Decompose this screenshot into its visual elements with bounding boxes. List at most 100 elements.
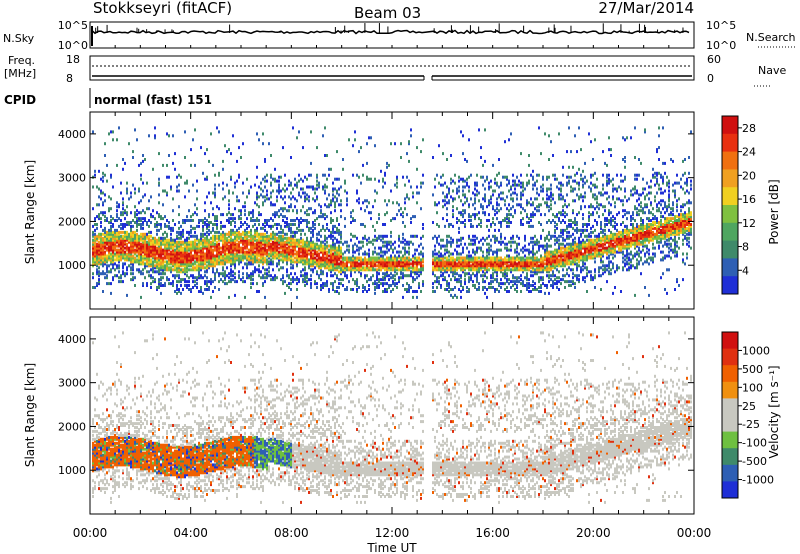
echo-cell xyxy=(258,234,260,238)
echo-cell xyxy=(414,258,416,262)
echo-cell xyxy=(460,213,462,217)
echo-cell xyxy=(294,230,296,234)
echo-cell xyxy=(338,291,340,295)
echo-cell xyxy=(498,185,500,189)
echo-cell xyxy=(278,215,280,219)
echo-cell xyxy=(176,254,178,258)
echo-cell xyxy=(224,238,226,242)
echo-cell xyxy=(316,246,318,250)
echo-cell xyxy=(400,272,402,276)
echo-cell xyxy=(116,248,118,252)
echo-cell xyxy=(444,262,446,266)
echo-cell xyxy=(226,246,228,250)
echo-cell xyxy=(330,262,332,266)
echo-cell xyxy=(326,264,328,268)
echo-cell xyxy=(374,250,376,254)
echo-cell xyxy=(182,250,184,254)
echo-cell xyxy=(264,232,266,236)
echo-cell xyxy=(468,242,470,246)
echo-cell xyxy=(476,288,478,291)
echo-cell xyxy=(436,203,438,207)
echo-cell xyxy=(118,217,120,221)
echo-cell xyxy=(420,242,422,246)
echo-cell xyxy=(314,242,316,246)
echo-cell xyxy=(148,250,150,254)
echo-cell xyxy=(418,191,420,195)
echo-cell xyxy=(130,240,132,244)
echo-cell xyxy=(460,211,462,215)
echo-cell xyxy=(278,262,280,266)
echo-cell xyxy=(104,254,106,258)
echo-cell xyxy=(132,219,134,222)
echo-cell xyxy=(192,258,194,262)
echo-cell xyxy=(372,250,374,254)
echo-cell xyxy=(220,213,222,217)
echo-cell xyxy=(200,256,202,260)
echo-cell xyxy=(302,219,304,222)
echo-cell xyxy=(178,262,180,266)
echo-cell xyxy=(298,280,300,284)
echo-cell xyxy=(336,254,338,258)
echo-cell xyxy=(220,278,222,282)
echo-cell xyxy=(216,250,218,254)
echo-cell xyxy=(472,203,474,207)
echo-cell xyxy=(490,248,492,252)
echo-cell xyxy=(312,240,314,244)
echo-cell xyxy=(440,246,442,250)
echo-cell xyxy=(348,250,350,254)
echo-cell xyxy=(336,197,338,201)
echo-cell xyxy=(132,150,134,154)
echo-cell xyxy=(124,238,126,242)
echo-cell xyxy=(268,244,270,248)
echo-cell xyxy=(204,282,206,286)
echo-cell xyxy=(154,224,156,228)
echo-cell xyxy=(486,250,488,254)
echo-cell xyxy=(280,207,282,211)
echo-cell xyxy=(266,219,268,222)
echo-cell xyxy=(396,213,398,217)
echo-cell xyxy=(284,246,286,250)
echo-cell xyxy=(268,238,270,242)
echo-cell xyxy=(140,177,142,181)
echo-cell xyxy=(152,246,154,250)
echo-cell xyxy=(474,197,476,201)
echo-cell xyxy=(458,274,460,278)
echo-cell xyxy=(520,274,522,278)
echo-cell xyxy=(378,268,380,272)
echo-cell xyxy=(328,203,330,207)
echo-cell xyxy=(514,181,516,185)
echo-cell xyxy=(490,201,492,205)
echo-cell xyxy=(324,258,326,262)
echo-cell xyxy=(374,228,376,232)
echo-cell xyxy=(456,252,458,256)
echo-cell xyxy=(114,244,116,248)
echo-cell xyxy=(322,215,324,219)
echo-cell xyxy=(308,260,310,264)
echo-cell xyxy=(132,264,134,268)
echo-cell xyxy=(192,244,194,248)
echo-cell xyxy=(134,252,136,256)
echo-cell xyxy=(96,238,98,242)
echo-cell xyxy=(188,242,190,246)
echo-cell xyxy=(184,156,186,159)
echo-cell xyxy=(148,240,150,244)
echo-cell xyxy=(180,280,182,284)
echo-cell xyxy=(180,230,182,234)
echo-cell xyxy=(168,240,170,244)
echo-cell xyxy=(520,262,522,266)
echo-cell xyxy=(350,274,352,278)
echo-cell xyxy=(382,264,384,268)
echo-cell xyxy=(228,244,230,248)
echo-cell xyxy=(460,290,462,293)
echo-cell xyxy=(224,144,226,148)
echo-cell xyxy=(380,246,382,250)
echo-cell xyxy=(214,248,216,252)
echo-cell xyxy=(104,236,106,240)
echo-cell xyxy=(100,232,102,236)
echo-cell xyxy=(514,276,516,280)
echo-cell xyxy=(296,288,298,291)
echo-cell xyxy=(120,280,122,284)
echo-cell xyxy=(460,256,462,260)
echo-cell xyxy=(324,191,326,195)
echo-cell xyxy=(420,185,422,189)
